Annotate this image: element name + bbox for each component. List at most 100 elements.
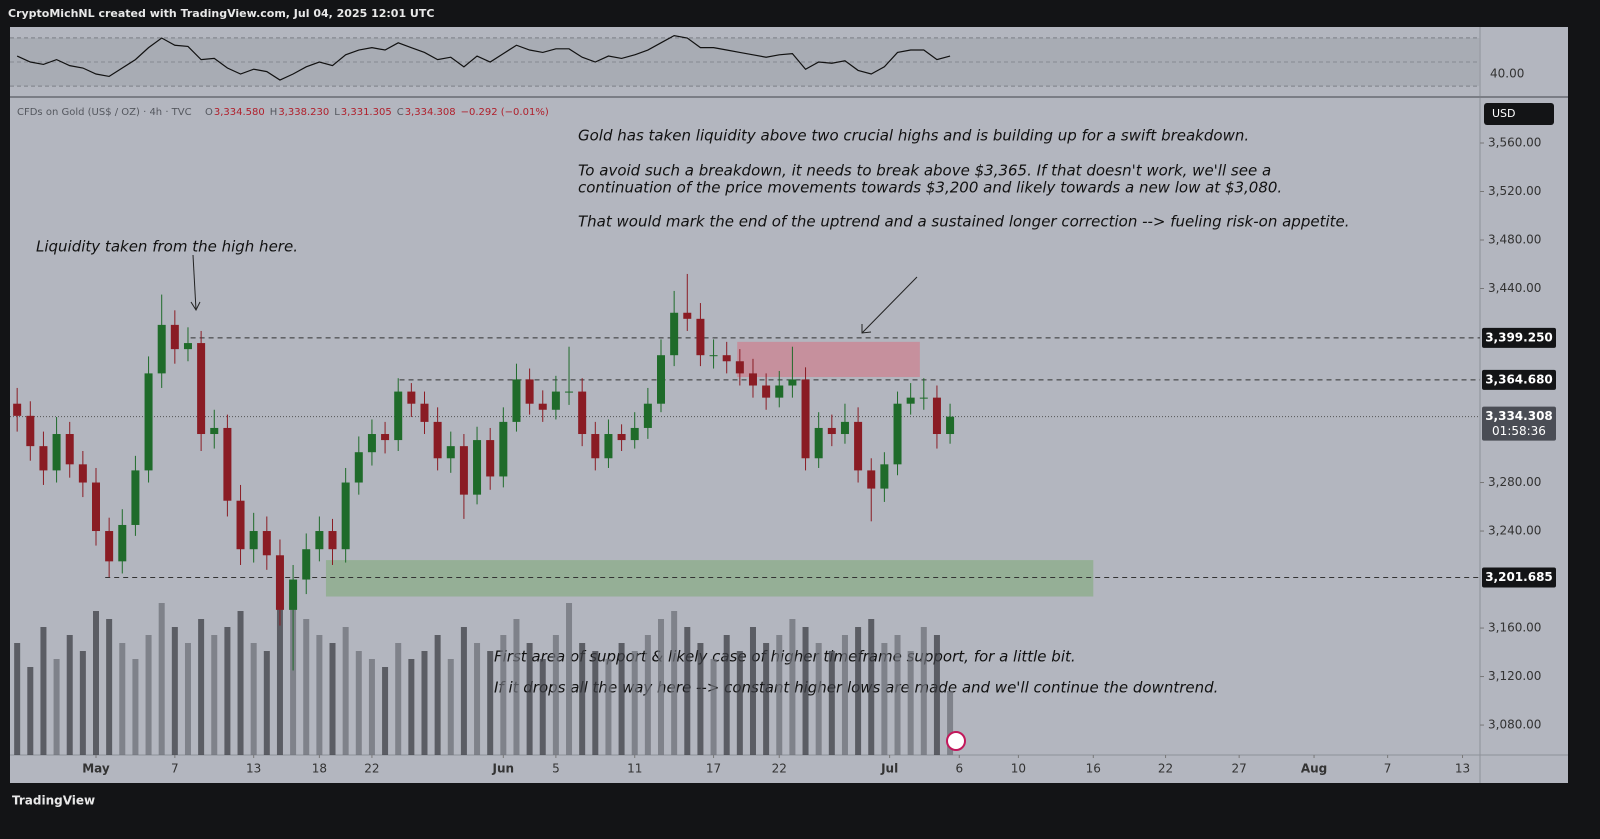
ohlc-value: 3,334.580 <box>214 107 265 118</box>
volume-bar <box>263 651 270 755</box>
candle-body <box>538 403 547 410</box>
candle-body <box>394 391 403 441</box>
candle-body <box>473 440 482 495</box>
candle-body <box>197 343 206 435</box>
header: CryptoMichNL created with TradingView.co… <box>8 7 434 20</box>
volume-bar <box>408 659 415 755</box>
volume-bar <box>316 635 323 755</box>
volume-bar <box>841 635 848 755</box>
candle-body <box>236 500 245 550</box>
volume-bar <box>460 627 467 755</box>
candle-body <box>840 421 849 435</box>
candle-body <box>420 403 429 422</box>
volume-bar <box>447 659 454 755</box>
candle-body <box>407 391 416 404</box>
volume-bar <box>592 651 599 755</box>
volume-bar <box>237 611 244 755</box>
volume-bar <box>198 619 205 755</box>
volume-bar <box>868 619 875 755</box>
volume-bar <box>763 643 770 755</box>
annotation: Gold has taken liquidity above two cruci… <box>578 127 1249 145</box>
plot-bg <box>10 27 1480 755</box>
price-label: 3,364.680 <box>1485 372 1553 386</box>
x-tick-label: 22 <box>364 762 379 776</box>
volume-bar <box>250 643 257 755</box>
zone <box>325 560 1094 597</box>
price-label-box <box>1482 327 1556 348</box>
candle-body <box>748 373 757 386</box>
last-price-box <box>1482 406 1556 441</box>
y-tick-label: 3,080.00 <box>1488 718 1541 732</box>
volume-bar <box>539 659 546 755</box>
candle-body <box>459 446 468 495</box>
price-label-box <box>1482 369 1556 390</box>
candle-body <box>814 427 823 459</box>
volume-bar <box>815 643 822 755</box>
candle-body <box>906 397 915 404</box>
volume-bar <box>355 651 362 755</box>
x-tick-label: 27 <box>1232 762 1247 776</box>
candle-body <box>932 397 941 435</box>
candle-body <box>827 427 836 435</box>
candle-body <box>249 531 258 550</box>
volume-bar <box>66 635 73 755</box>
x-tick-label: Aug <box>1301 762 1327 776</box>
candle-body <box>157 324 166 374</box>
x-tick-label: Jun <box>492 762 515 776</box>
volume-bar <box>119 643 126 755</box>
x-tick-label: 7 <box>171 762 179 776</box>
arrow <box>192 254 197 311</box>
candle-body <box>788 379 797 386</box>
candle-body <box>52 434 61 471</box>
candle-body <box>499 421 508 477</box>
volume-bar <box>211 635 218 755</box>
ohlc-key: L <box>334 107 340 118</box>
volume-bar <box>158 603 165 755</box>
candle-body <box>446 446 455 459</box>
annotation: That would mark the end of the uptrend a… <box>578 213 1350 231</box>
x-tick-label: 13 <box>1455 762 1470 776</box>
candle-body <box>643 403 652 428</box>
arrow <box>861 276 918 334</box>
arrow-head <box>190 301 201 312</box>
candle-body <box>709 355 718 357</box>
event-icon[interactable] <box>946 731 966 751</box>
candle-body <box>551 391 560 410</box>
x-tick-label: May <box>82 762 110 776</box>
candle-body <box>354 452 363 483</box>
volume-bar <box>631 651 638 755</box>
y-tick-label: 3,160.00 <box>1488 621 1541 635</box>
rsi-band-fill <box>10 38 1480 87</box>
volume-bar <box>395 643 402 755</box>
candle-body <box>381 434 390 441</box>
arrow-head <box>861 324 872 334</box>
y-tick-label: 3,280.00 <box>1488 475 1541 489</box>
x-tick-label: 5 <box>552 762 560 776</box>
volume-bar <box>79 651 86 755</box>
rsi-tick-label: 40.00 <box>1490 67 1524 81</box>
y-tick-label: 3,440.00 <box>1488 281 1541 295</box>
volume-bar <box>184 643 191 755</box>
x-tick-label: 17 <box>706 762 721 776</box>
x-tick-label: Jul <box>880 762 898 776</box>
volume-bar <box>171 627 178 755</box>
volume-bar <box>368 659 375 755</box>
ohlc-readout: O 3,334.580 H 3,338.230 L 3,331.305 C 3,334.308… <box>205 107 549 118</box>
volume-bar <box>644 635 651 755</box>
zone <box>737 341 920 378</box>
volume-bar <box>421 651 428 755</box>
candle-body <box>670 312 679 356</box>
volume-bar <box>303 619 310 755</box>
volume-bar <box>605 659 612 755</box>
volume-bar <box>145 635 152 755</box>
price-label: 3,201.685 <box>1485 570 1553 584</box>
volume-bar <box>14 643 21 755</box>
candle-body <box>565 391 574 393</box>
volume-bar <box>329 643 336 755</box>
arrows <box>190 254 918 334</box>
time-axis-bg <box>10 755 1480 783</box>
annotation: To avoid such a breakdown, it needs to b… <box>578 162 1271 180</box>
volume-bar <box>907 651 914 755</box>
last-price-label: 3,334.308 <box>1485 409 1553 423</box>
volume-bar <box>566 603 573 755</box>
